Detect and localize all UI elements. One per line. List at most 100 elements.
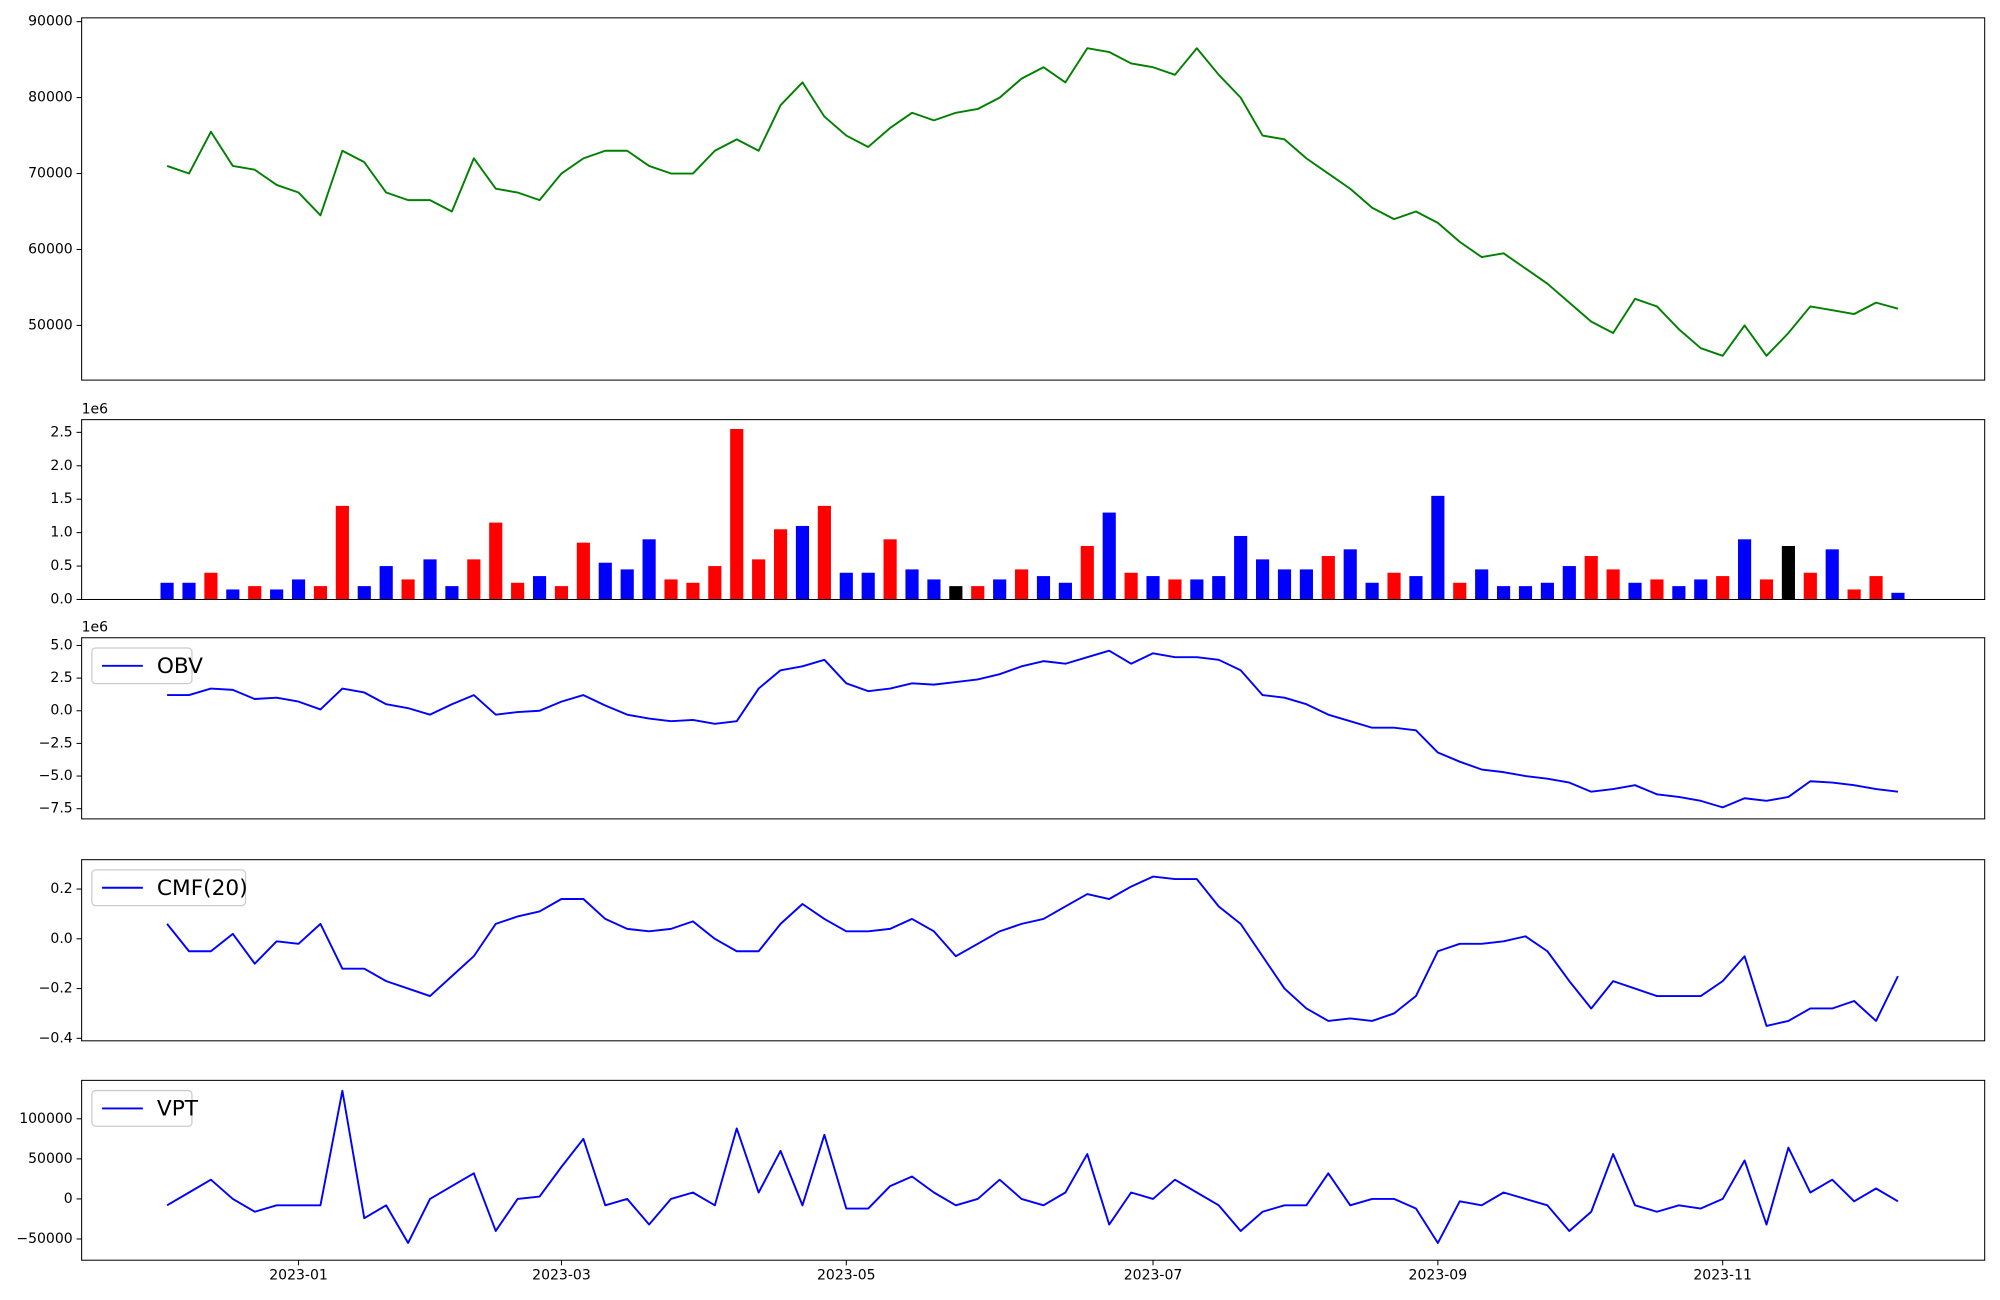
bar: [1256, 559, 1270, 600]
bar: [489, 522, 503, 600]
bar: [1540, 582, 1554, 600]
bar: [664, 579, 678, 600]
bar: [423, 559, 437, 600]
bar: [1277, 569, 1292, 600]
bar: [839, 572, 853, 600]
bar: [1650, 579, 1664, 600]
bar: [817, 505, 831, 600]
panel: −7.5 −5.0 −2.5 0.0 2.5 5.0 1e6 OBV: [39, 620, 1986, 820]
bar: [313, 586, 328, 600]
bar: [226, 589, 240, 600]
bar: [1321, 556, 1335, 600]
series-line: [166, 1089, 1899, 1244]
bar: [598, 562, 612, 600]
bar: [1168, 579, 1182, 600]
plot-frame: [81, 637, 1986, 820]
x-tick-label: 2023-05: [817, 1268, 876, 1284]
y-tick-label: 100000: [19, 1111, 73, 1127]
panel: 0.0 0.5 1.0 1.5 2.0 2.5 1e6: [50, 401, 1986, 607]
bar: [401, 579, 415, 600]
plot-frame: [81, 419, 1986, 600]
bar: [182, 582, 196, 600]
y-tick-label: 50000: [28, 317, 73, 333]
y-tick-label: 50000: [28, 1151, 73, 1167]
bar: [554, 586, 569, 600]
x-tick-label: 2023-09: [1409, 1268, 1468, 1284]
bar: [708, 566, 722, 600]
bar: [795, 525, 810, 600]
bar: [927, 579, 941, 600]
bar: [1190, 579, 1204, 600]
legend-label: OBV: [157, 654, 203, 679]
bar: [467, 559, 481, 600]
y-tick-label: 80000: [28, 90, 73, 106]
x-tick-label: 2023-11: [1693, 1268, 1752, 1284]
bar: [905, 569, 919, 600]
bar: [730, 429, 744, 600]
bar: [1518, 586, 1533, 600]
y-tick-label: 1.0: [50, 525, 72, 541]
y-tick-label: 2.5: [50, 424, 72, 440]
bar: [1102, 512, 1116, 600]
legend-label: VPT: [157, 1097, 199, 1122]
y-tick-label: 0: [64, 1191, 73, 1207]
bar: [1080, 546, 1094, 600]
y-tick-label: 0.0: [50, 591, 72, 607]
y-tick-label: 0.2: [50, 881, 72, 897]
bar: [861, 572, 875, 600]
bar: [1694, 579, 1708, 600]
y-tick-label: −5.0: [39, 768, 73, 784]
y-tick-label: 60000: [28, 241, 73, 257]
panel: −0.4 −0.2 0.0 0.2 CMF(20): [39, 859, 1986, 1046]
bar: [883, 539, 897, 600]
bar: [1234, 535, 1248, 600]
bar: [949, 586, 963, 600]
bar: [1409, 576, 1423, 600]
bar: [1803, 572, 1817, 600]
series-line: [166, 47, 1899, 357]
panel: 50000 60000 70000 80000 90000: [28, 14, 1986, 381]
bar: [357, 586, 371, 600]
bar: [1562, 566, 1576, 600]
bar: [1584, 556, 1598, 600]
series-line: [167, 649, 1899, 809]
bar: [270, 589, 284, 600]
bar: [445, 586, 459, 600]
bar: [993, 579, 1007, 600]
bar: [642, 539, 656, 600]
bar: [1387, 572, 1401, 600]
y-tick-label: 1.5: [50, 491, 72, 507]
bar: [1759, 579, 1774, 600]
bar: [752, 559, 766, 600]
plot-frame: [81, 17, 1986, 381]
x-tick-label: 2023-07: [1124, 1268, 1183, 1284]
bar: [1869, 576, 1883, 600]
bar: [1475, 569, 1489, 600]
panel: −50000 0 50000 100000 VPT 2023-01 2023-03 2023-…: [16, 1079, 1986, 1284]
bar: [204, 572, 218, 600]
bar: [1431, 495, 1445, 600]
bar: [1036, 576, 1051, 600]
x-tick-label: 2023-03: [532, 1268, 591, 1284]
bar: [1146, 576, 1160, 600]
bar: [1365, 582, 1379, 600]
x-tick-label: 2023-01: [269, 1268, 328, 1284]
bar: [335, 505, 349, 600]
plot-frame: [81, 859, 1986, 1042]
bar: [1847, 589, 1861, 600]
bar: [248, 586, 262, 600]
bar: [1212, 576, 1226, 600]
bar: [160, 582, 174, 600]
bar: [620, 569, 634, 600]
plot-frame: [81, 1079, 1986, 1261]
bar: [1716, 576, 1730, 600]
y-tick-label: 2.5: [50, 670, 72, 686]
y-tick-label: −50000: [16, 1231, 72, 1247]
bar: [291, 579, 306, 600]
bar: [1497, 586, 1511, 600]
bar: [532, 576, 547, 600]
bar: [1672, 586, 1686, 600]
y-tick-label: 5.0: [50, 637, 72, 653]
